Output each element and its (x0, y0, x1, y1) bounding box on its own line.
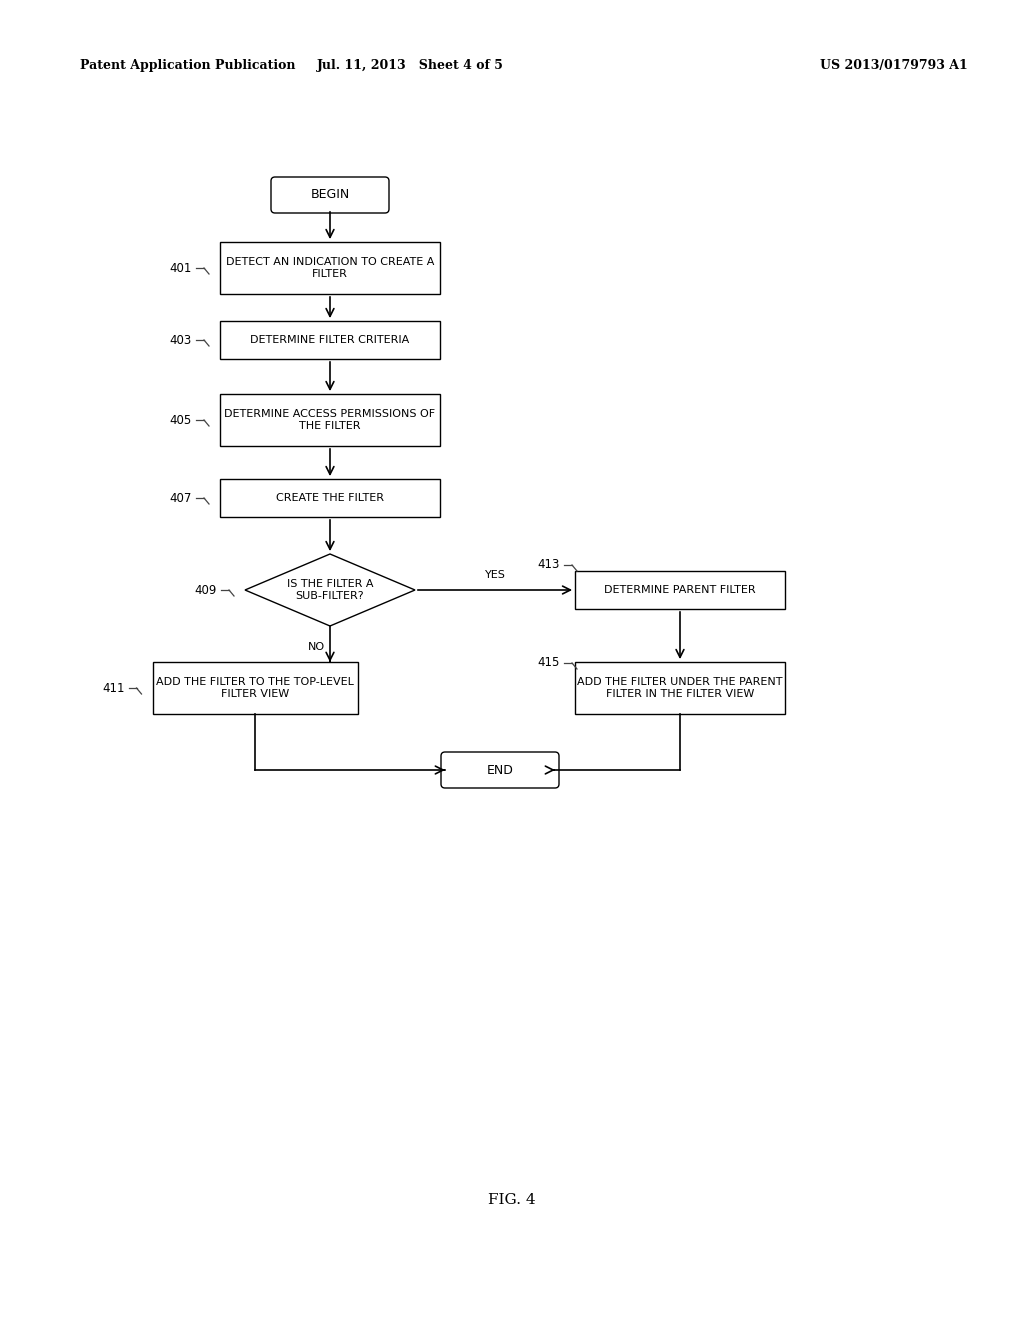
Text: 401: 401 (170, 261, 193, 275)
FancyBboxPatch shape (271, 177, 389, 213)
Text: YES: YES (484, 570, 506, 579)
Text: DETECT AN INDICATION TO CREATE A
FILTER: DETECT AN INDICATION TO CREATE A FILTER (226, 257, 434, 279)
Text: END: END (486, 763, 513, 776)
Text: FIG. 4: FIG. 4 (488, 1193, 536, 1206)
Text: DETERMINE FILTER CRITERIA: DETERMINE FILTER CRITERIA (251, 335, 410, 345)
Text: CREATE THE FILTER: CREATE THE FILTER (276, 492, 384, 503)
Text: 405: 405 (170, 413, 193, 426)
Text: Jul. 11, 2013   Sheet 4 of 5: Jul. 11, 2013 Sheet 4 of 5 (316, 58, 504, 71)
Text: NO: NO (308, 642, 325, 652)
Text: ADD THE FILTER TO THE TOP-LEVEL
FILTER VIEW: ADD THE FILTER TO THE TOP-LEVEL FILTER V… (156, 677, 354, 698)
Polygon shape (245, 554, 415, 626)
FancyBboxPatch shape (220, 393, 440, 446)
Text: Patent Application Publication: Patent Application Publication (80, 58, 296, 71)
Text: 411: 411 (102, 681, 125, 694)
Text: DETERMINE PARENT FILTER: DETERMINE PARENT FILTER (604, 585, 756, 595)
FancyBboxPatch shape (575, 663, 785, 714)
Text: BEGIN: BEGIN (310, 189, 349, 202)
FancyBboxPatch shape (220, 321, 440, 359)
FancyBboxPatch shape (220, 479, 440, 517)
FancyBboxPatch shape (153, 663, 357, 714)
Text: 415: 415 (538, 656, 560, 669)
Text: 407: 407 (170, 491, 193, 504)
Text: US 2013/0179793 A1: US 2013/0179793 A1 (820, 58, 968, 71)
Text: IS THE FILTER A
SUB-FILTER?: IS THE FILTER A SUB-FILTER? (287, 579, 374, 601)
Text: 409: 409 (195, 583, 217, 597)
Text: 403: 403 (170, 334, 193, 346)
Text: DETERMINE ACCESS PERMISSIONS OF
THE FILTER: DETERMINE ACCESS PERMISSIONS OF THE FILT… (224, 409, 435, 430)
Text: ADD THE FILTER UNDER THE PARENT
FILTER IN THE FILTER VIEW: ADD THE FILTER UNDER THE PARENT FILTER I… (578, 677, 782, 698)
FancyBboxPatch shape (441, 752, 559, 788)
FancyBboxPatch shape (220, 242, 440, 294)
Text: 413: 413 (538, 558, 560, 572)
FancyBboxPatch shape (575, 572, 785, 609)
